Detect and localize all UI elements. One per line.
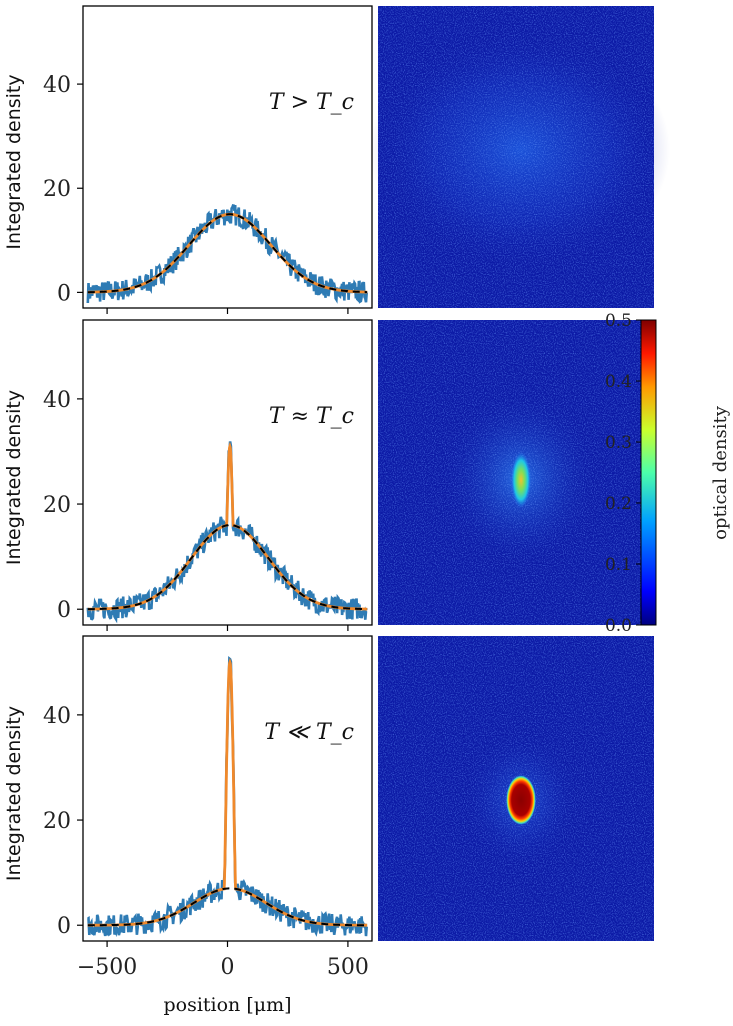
colorbar-tick-label: 0.0: [605, 616, 632, 636]
y-axis-label: Integrated density: [3, 74, 25, 249]
colorbar-tick-label: 0.2: [605, 494, 632, 514]
colorbar-label: optical density: [710, 405, 731, 540]
ytick-label: 40: [43, 73, 71, 98]
ytick-label: 40: [43, 704, 71, 729]
x-axis-label: position [μm]: [163, 994, 291, 1016]
chart-panel-middle: 0 20 40 Integrated density T ≈ T_c: [3, 319, 373, 631]
temperature-annotation: T > T_c: [269, 90, 354, 115]
colorbar-tick-label: 0.1: [605, 555, 632, 575]
y-axis-label: Integrated density: [3, 706, 25, 881]
colorbar-tick-label: 0.4: [605, 372, 632, 392]
absorption-image-top: [370, 6, 670, 308]
ytick-label: 0: [57, 914, 71, 939]
temperature-annotation: T ≪ T_c: [264, 720, 354, 745]
colorbar-tick-label: 0.5: [605, 311, 632, 331]
ytick-label: 20: [43, 809, 71, 834]
y-axis-label: Integrated density: [3, 390, 25, 565]
series-thermal-fit: [87, 524, 368, 611]
ytick-label: 20: [43, 493, 71, 518]
ytick-label: 0: [57, 598, 71, 623]
ytick-label: 0: [57, 281, 71, 306]
series-data-line: [86, 203, 368, 304]
series-bimodal-fit: [87, 212, 368, 294]
series-thermal-fit: [87, 887, 368, 927]
ytick-label: 40: [43, 388, 71, 413]
plot-frame: [82, 5, 373, 309]
xtick-label: 0: [221, 955, 235, 980]
absorption-image-bottom: [378, 636, 654, 941]
absorption-image-middle: [378, 320, 654, 625]
temperature-annotation: T ≈ T_c: [269, 404, 354, 429]
colorbar: 0.0 0.1 0.2 0.3 0.4 0.5 optical density: [605, 311, 731, 636]
xtick-label: −500: [77, 955, 137, 980]
xtick-label: 500: [327, 955, 369, 980]
ytick-label: 20: [43, 177, 71, 202]
colorbar-tick-label: 0.3: [605, 433, 632, 453]
series-thermal-fit: [87, 213, 368, 294]
series-bimodal-fit: [87, 657, 368, 927]
chart-panel-top: 0 20 40 Integrated density T > T_c: [3, 5, 373, 314]
